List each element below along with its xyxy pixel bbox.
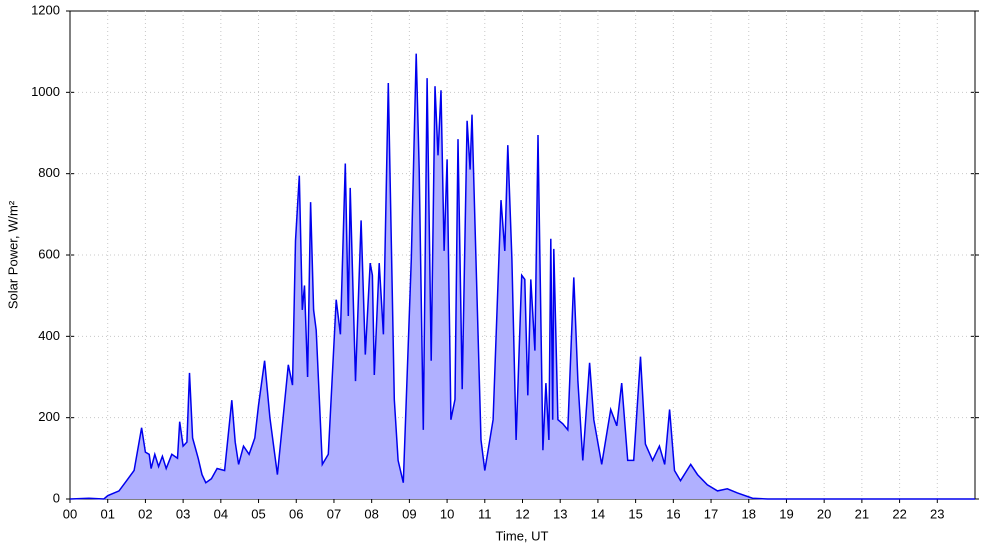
x-tick-label: 22 — [892, 506, 906, 521]
x-tick-label: 23 — [930, 506, 944, 521]
x-tick-label: 13 — [553, 506, 567, 521]
x-tick-label: 20 — [817, 506, 831, 521]
y-tick-label: 800 — [38, 165, 60, 180]
x-tick-label: 17 — [704, 506, 718, 521]
x-tick-label: 10 — [440, 506, 454, 521]
y-tick-label: 400 — [38, 328, 60, 343]
x-tick-label: 09 — [402, 506, 416, 521]
x-tick-label: 04 — [214, 506, 228, 521]
x-tick-label: 16 — [666, 506, 680, 521]
y-axis-label: Solar Power, W/m² — [5, 200, 20, 309]
data-line — [69, 53, 975, 500]
y-tick-label: 200 — [38, 409, 60, 424]
x-tick-label: 14 — [591, 506, 605, 521]
y-tick-label: 600 — [38, 246, 60, 261]
x-tick-label: 03 — [176, 506, 190, 521]
x-tick-label: 00 — [63, 506, 77, 521]
x-tick-label: 18 — [742, 506, 756, 521]
x-tick-label: 02 — [138, 506, 152, 521]
y-tick-label: 1000 — [31, 84, 60, 99]
x-tick-label: 01 — [100, 506, 114, 521]
x-tick-label: 11 — [478, 506, 492, 521]
x-tick-label: 07 — [327, 506, 341, 521]
x-tick-label: 05 — [251, 506, 265, 521]
y-tick-label: 0 — [53, 490, 60, 505]
x-tick-label: 15 — [628, 506, 642, 521]
x-tick-label: 08 — [364, 506, 378, 521]
y-tick-label: 1200 — [31, 2, 60, 17]
x-axis-label: Time, UT — [496, 528, 549, 543]
x-tick-label: 06 — [289, 506, 303, 521]
area-fill — [70, 53, 975, 499]
x-tick-label: 12 — [515, 506, 529, 521]
x-tick-label: 21 — [855, 506, 869, 521]
x-tick-label: 19 — [779, 506, 793, 521]
